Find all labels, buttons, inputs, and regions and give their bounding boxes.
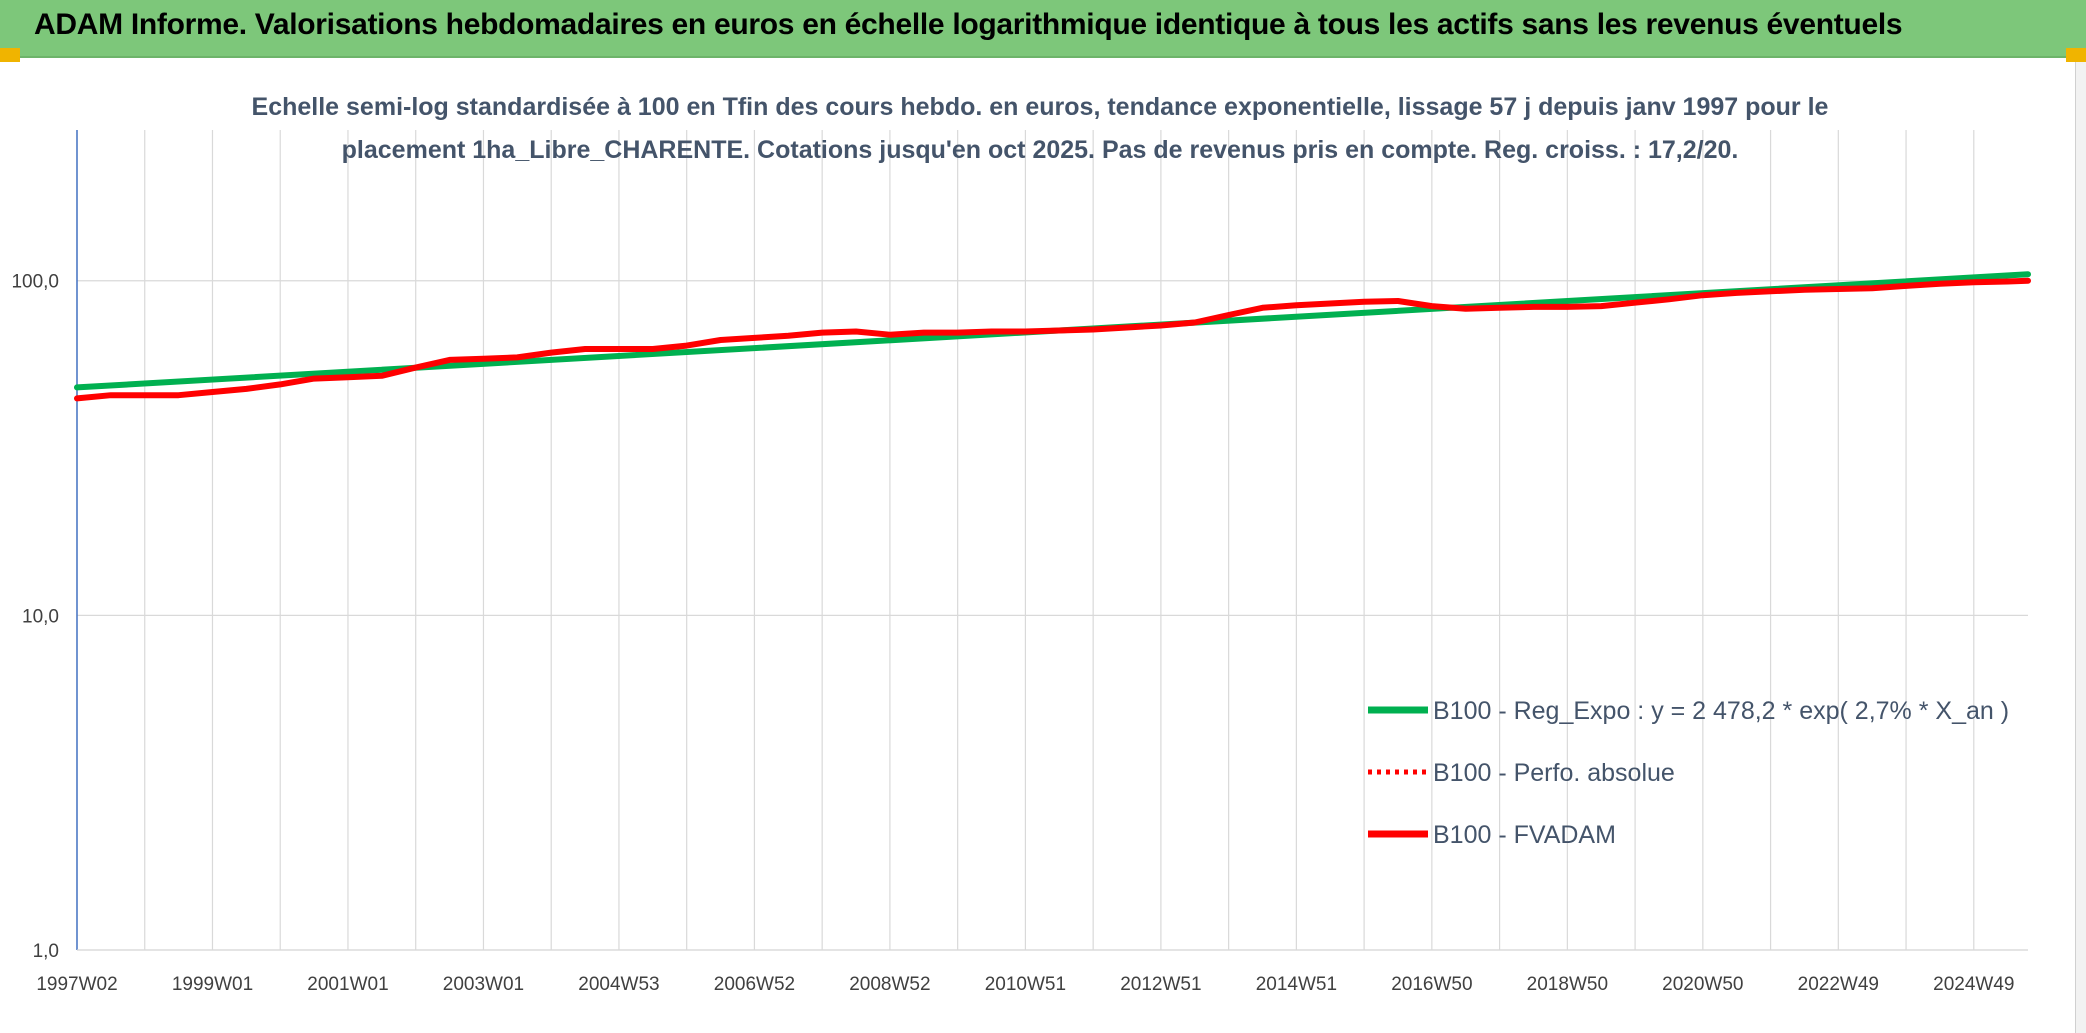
x-tick-label: 2012W51	[1120, 974, 1201, 995]
x-tick-label: 2022W49	[1798, 974, 1879, 995]
x-tick-label: 2020W50	[1662, 974, 1743, 995]
legend: B100 - Reg_Expo : y = 2 478,2 * exp( 2,7…	[1368, 697, 2009, 849]
grid-lines	[76, 130, 2028, 951]
x-tick-label: 2010W51	[985, 974, 1066, 995]
x-axis-ticks: 1997W02 1999W01 2001W01 2003W01 2004W53 2006W…	[36, 974, 2014, 995]
x-tick-label: 1999W01	[172, 974, 253, 995]
series-group	[74, 271, 2031, 402]
x-tick-label: 2014W51	[1256, 974, 1337, 995]
y-tick-label: 1,0	[33, 941, 59, 962]
x-tick-label: 2004W53	[578, 974, 659, 995]
y-axis-ticks: 1,0 10,0 100,0	[11, 272, 59, 962]
banner-title: ADAM Informe. Valorisations hebdomadaire…	[34, 8, 1903, 41]
x-tick-label: 1997W02	[36, 974, 117, 995]
chart-right-edge	[2075, 62, 2086, 1033]
title-banner: ADAM Informe. Valorisations hebdomadaire…	[0, 0, 2086, 58]
y-tick-label: 100,0	[11, 272, 59, 293]
x-tick-label: 2003W01	[443, 974, 524, 995]
x-tick-label: 2024W49	[1933, 974, 2014, 995]
x-tick-label: 2016W50	[1391, 974, 1472, 995]
x-tick-label: 2018W50	[1527, 974, 1608, 995]
legend-label-0: B100 - Reg_Expo : y = 2 478,2 * exp( 2,7…	[1433, 697, 2009, 725]
x-tick-label: 2008W52	[849, 974, 930, 995]
legend-label-1: B100 - Perfo. absolue	[1433, 759, 1675, 787]
chart-subtitle-line-1: Echelle semi-log standardisée à 100 en T…	[252, 93, 1829, 121]
x-tick-label: 2006W52	[714, 974, 795, 995]
x-tick-label: 2001W01	[307, 974, 388, 995]
corner-marker-right	[2066, 48, 2086, 62]
y-tick-label: 10,0	[22, 606, 59, 627]
chart-subtitle-line-2: placement 1ha_Libre_CHARENTE. Cotations …	[342, 136, 1739, 164]
corner-marker-left	[0, 48, 20, 62]
series-line-2	[74, 277, 2031, 402]
legend-label-2: B100 - FVADAM	[1433, 821, 1616, 849]
